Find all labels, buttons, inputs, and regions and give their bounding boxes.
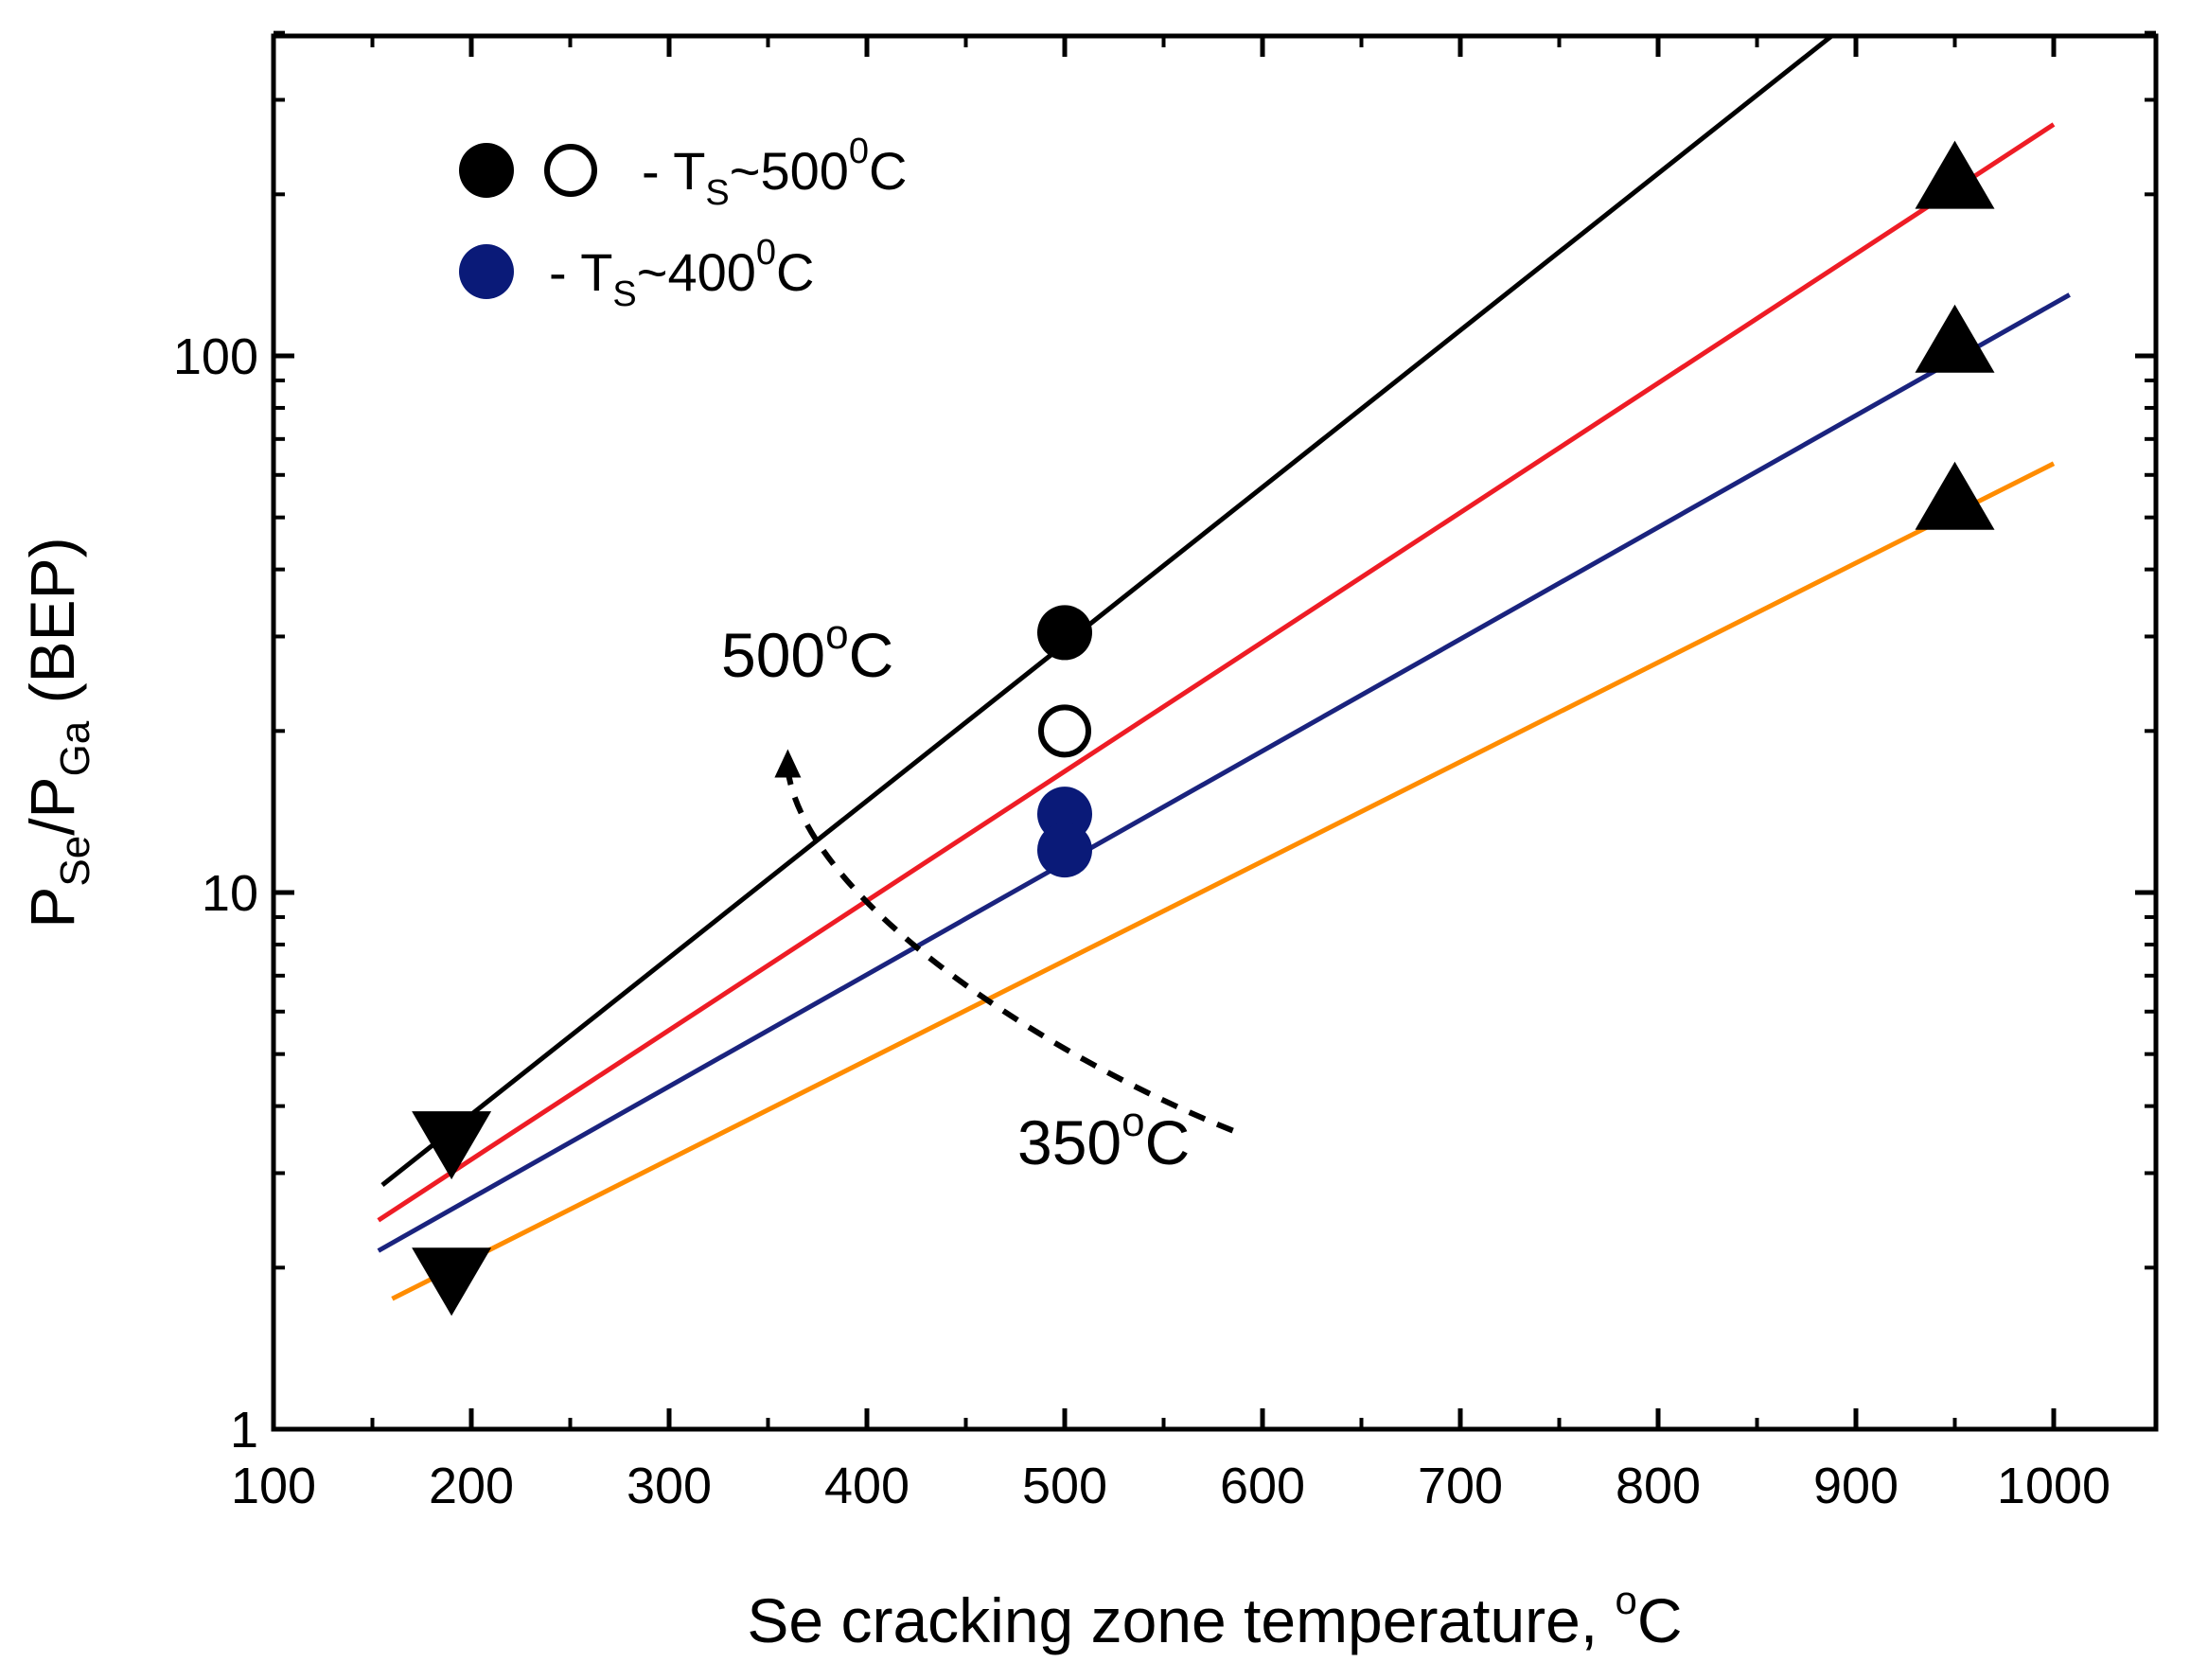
legend: - TS~5000C - TS~4000C: [459, 132, 908, 314]
curved-arrow-head: [774, 749, 802, 778]
data-markers: [412, 140, 1995, 1317]
x-tick-label: 500: [1022, 1458, 1107, 1514]
fit-lines: [377, 36, 2071, 1301]
x-tick-label: 600: [1220, 1458, 1305, 1514]
x-tick-label: 100: [231, 1458, 316, 1514]
x-tick-label: 200: [429, 1458, 514, 1514]
legend-label-1: - TS~5000C: [642, 132, 908, 213]
legend-marker-open-circle-black: [544, 144, 597, 197]
x-tick-label: 1000: [1997, 1458, 2111, 1514]
annotations: 500oC 350oC: [721, 611, 1190, 1177]
curved-arrow: [774, 749, 1234, 1134]
x-tick-label: 400: [824, 1458, 910, 1514]
y-axis-title: PSe/PGa (BEP): [17, 537, 98, 928]
fit-line-2: [377, 122, 2056, 1223]
curved-arrow-path: [785, 769, 1234, 1134]
x-tick-label: 700: [1418, 1458, 1503, 1514]
annotation-500C: 500oC: [721, 611, 893, 690]
y-tick-label: 100: [173, 328, 258, 385]
x-axis-ticks: 100 200 300 400 500 600 700 800 900 1000: [231, 36, 2111, 1514]
annotation-350C: 350oC: [1017, 1099, 1190, 1177]
legend-marker-filled-circle-navy: [459, 244, 514, 299]
y-tick-label: 1: [230, 1402, 258, 1459]
x-tick-label: 900: [1813, 1458, 1899, 1514]
marker-triangle-up-2-1: [1915, 140, 1995, 209]
legend-label-2: - TS~4000C: [549, 233, 815, 314]
x-tick-label: 800: [1616, 1458, 1701, 1514]
fit-line-4: [391, 461, 2056, 1301]
marker-circle-3-1: [1037, 605, 1092, 661]
marker-triangle-down-1-1: [412, 1111, 492, 1180]
marker-circle-open-4-1: [1038, 704, 1091, 758]
y-axis-ticks: 1 10 100: [173, 30, 2156, 1459]
y-tick-label: 10: [202, 865, 258, 922]
x-axis-title: Se cracking zone temperature, oC: [747, 1578, 1682, 1655]
fit-line-1: [380, 36, 1836, 1188]
marker-triangle-up-2-2: [1915, 304, 1995, 373]
fit-line-3: [377, 292, 2071, 1253]
marker-triangle-up-2-3: [1915, 461, 1995, 530]
legend-marker-filled-circle-black: [459, 143, 514, 198]
marker-triangle-down-1-2: [412, 1247, 492, 1317]
x-tick-label: 300: [627, 1458, 712, 1514]
marker-circle-5-2: [1037, 822, 1092, 878]
